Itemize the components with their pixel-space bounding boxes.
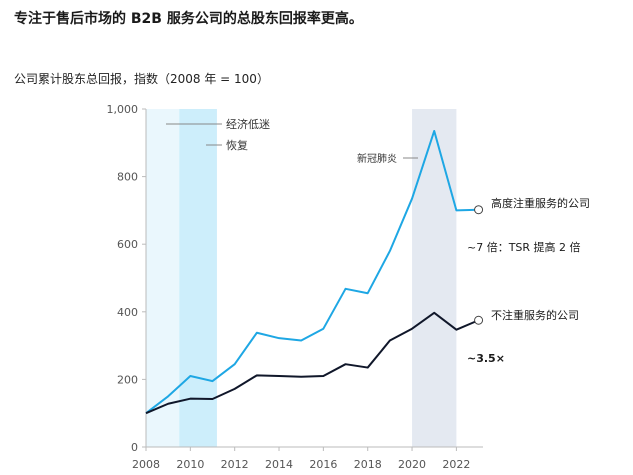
data-point-1 [343,362,348,367]
data-point-0 [277,336,282,341]
data-point-1 [321,374,326,379]
data-point-0 [410,196,415,201]
x-tick-label: 2014 [265,458,293,471]
data-point-1 [232,386,237,391]
data-point-0 [232,362,237,367]
data-point-0 [254,330,259,335]
data-point-1 [166,401,171,406]
data-point-0 [299,338,304,343]
data-point-0 [432,128,437,133]
data-point-1 [254,373,259,378]
data-point-1 [410,326,415,331]
data-point-0 [387,248,392,253]
data-point-0 [321,326,326,331]
y-tick-label: 200 [117,373,138,386]
data-point-1 [277,374,282,379]
data-point-0 [454,208,459,213]
band-2 [412,109,457,447]
chart-headline: 专注于售后市场的 B2B 服务公司的总股东回报率更高。 [14,11,363,27]
x-tick-label: 2012 [221,458,249,471]
x-tick-label: 2022 [442,458,470,471]
y-tick-label: 400 [117,306,138,319]
series-label-low: 不注重服务的公司 [491,308,579,322]
data-point-0 [343,286,348,291]
annotation-multiple-low: ~3.5× [467,352,505,365]
x-tick-label: 2010 [176,458,204,471]
data-point-1 [432,310,437,315]
y-tick-label: 600 [117,238,138,251]
series-line-0 [145,129,479,414]
y-tick-label: 800 [117,171,138,184]
x-tick-label: 2018 [354,458,382,471]
data-point-1 [387,338,392,343]
chart-title: 公司累计股东总回报，指数（2008 年 = 100） [14,72,269,86]
series-line-1 [145,311,479,415]
data-point-0 [188,374,193,379]
y-tick-label: 1,000 [107,103,139,116]
x-tick-label: 2020 [398,458,426,471]
data-point-1 [299,374,304,379]
band-label-2: 新冠肺炎 [357,152,397,165]
series-label-high: 高度注重服务的公司 [491,196,590,210]
x-tick-label: 2008 [132,458,160,471]
data-point-1 [454,327,459,332]
annotation-multiple-high: ~7 倍：TSR 提高 2 倍 [467,240,581,254]
end-marker-1 [474,315,484,325]
data-point-0 [365,291,370,296]
data-point-0 [210,379,215,384]
end-marker-0 [474,205,484,215]
data-point-1 [365,365,370,370]
band-0 [146,109,180,447]
data-point-1 [144,411,149,416]
band-1 [179,109,217,447]
y-tick-label: 0 [131,441,138,454]
x-tick-label: 2016 [309,458,337,471]
band-label-1: 恢复 [226,138,248,152]
data-point-1 [210,397,215,402]
data-point-0 [166,394,171,399]
band-label-0: 经济低迷 [226,117,270,131]
data-point-1 [188,396,193,401]
